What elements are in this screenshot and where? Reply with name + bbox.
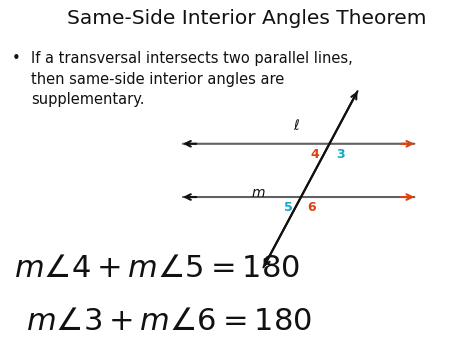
Text: Same-Side Interior Angles Theorem: Same-Side Interior Angles Theorem <box>67 9 426 28</box>
Text: $m\angle 4+m\angle 5=180$: $m\angle 4+m\angle 5=180$ <box>14 254 300 283</box>
Text: 4: 4 <box>310 148 319 161</box>
Text: 3: 3 <box>336 148 345 161</box>
Text: $\ell$: $\ell$ <box>293 118 300 133</box>
Text: If a transversal intersects two parallel lines,
then same-side interior angles a: If a transversal intersects two parallel… <box>31 51 353 107</box>
Text: 5: 5 <box>284 201 292 214</box>
Text: $m$: $m$ <box>251 186 265 201</box>
Text: $m\angle 3+m\angle 6=180$: $m\angle 3+m\angle 6=180$ <box>26 307 312 336</box>
Text: •: • <box>12 51 20 66</box>
Text: 6: 6 <box>308 201 316 214</box>
